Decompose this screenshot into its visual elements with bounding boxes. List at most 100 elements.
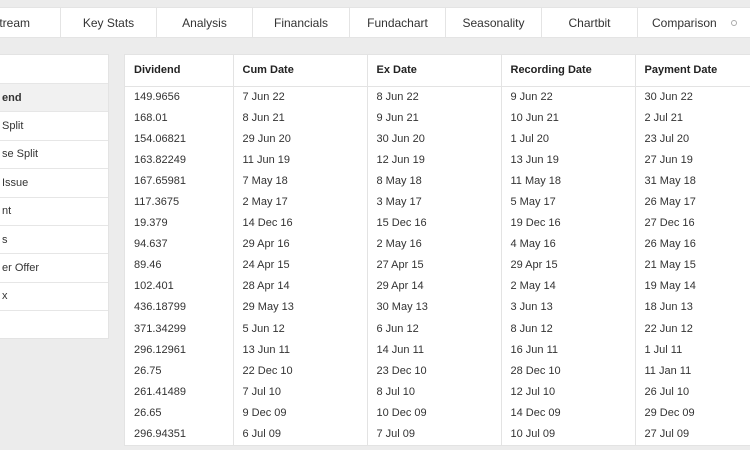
dividend-cell: 102.401	[125, 275, 234, 297]
recording-date-cell: 5 May 17	[501, 191, 636, 213]
cum-date-cell: 8 Jun 21	[233, 107, 368, 129]
cum-date-cell: 2 May 17	[233, 191, 368, 213]
recording-date-cell: 4 May 16	[501, 233, 636, 255]
dividend-cell: 436.18799	[125, 296, 234, 319]
table-row: 167.65981 7 May 18 8 May 18 11 May 18 31 May…	[125, 170, 750, 192]
cum-date-cell: 6 Jul 09	[233, 423, 368, 445]
column-header-dividend[interactable]: Dividend	[125, 55, 234, 87]
table-row: 117.3675 2 May 17 3 May 17 5 May 17 26 May 1…	[125, 191, 750, 213]
sidebar-item-warrants[interactable]: s	[0, 226, 108, 255]
tab-chartbit[interactable]: Chartbit	[542, 8, 638, 37]
sidebar-item-rights[interactable]: nt	[0, 198, 108, 226]
dividend-cell: 296.12961	[125, 339, 234, 361]
cum-date-cell: 29 May 13	[233, 296, 368, 319]
sidebar-item-tender-offer[interactable]: er Offer	[0, 254, 108, 283]
payment-date-cell: 18 Jun 13	[635, 296, 750, 319]
cum-date-cell: 7 May 18	[233, 170, 368, 192]
table-row: 261.41489 7 Jul 10 8 Jul 10 12 Jul 10 26 Jul…	[125, 381, 750, 403]
payment-date-cell: 31 May 18	[635, 170, 750, 192]
payment-date-cell: 27 Jul 09	[635, 423, 750, 445]
cum-date-cell: 5 Jun 12	[233, 318, 368, 340]
table-row: 163.82249 11 Jun 19 12 Jun 19 13 Jun 19 27 J…	[125, 149, 750, 171]
ex-date-cell: 27 Apr 15	[367, 254, 502, 276]
more-dot-icon[interactable]	[730, 19, 737, 26]
sidebar-item-blank[interactable]	[0, 311, 108, 338]
payment-date-cell: 26 May 17	[635, 191, 750, 213]
recording-date-cell: 11 May 18	[501, 170, 636, 192]
tab-key-stats[interactable]: Key Stats	[61, 8, 157, 37]
sidebar-item-stock-split[interactable]: Split	[0, 112, 108, 141]
payment-date-cell: 27 Dec 16	[635, 212, 750, 234]
tab-financials[interactable]: Financials	[253, 8, 350, 37]
cum-date-cell: 14 Dec 16	[233, 212, 368, 234]
tab-seasonality[interactable]: Seasonality	[446, 8, 542, 37]
ex-date-cell: 30 May 13	[367, 296, 502, 319]
column-header-ex-date[interactable]: Ex Date	[367, 55, 502, 87]
dividend-cell: 261.41489	[125, 381, 234, 403]
recording-date-cell: 13 Jun 19	[501, 149, 636, 171]
cum-date-cell: 28 Apr 14	[233, 275, 368, 297]
recording-date-cell: 2 May 14	[501, 275, 636, 297]
recording-date-cell: 10 Jun 21	[501, 107, 636, 129]
dividend-cell: 149.9656	[125, 86, 234, 108]
payment-date-cell: 29 Dec 09	[635, 402, 750, 424]
dividend-cell: 117.3675	[125, 191, 234, 213]
payment-date-cell: 26 Jul 10	[635, 381, 750, 403]
dividend-cell: 154.06821	[125, 128, 234, 150]
payment-date-cell: 21 May 15	[635, 254, 750, 276]
recording-date-cell: 1 Jul 20	[501, 128, 636, 150]
tab-analysis[interactable]: Analysis	[157, 8, 253, 37]
ex-date-cell: 8 Jun 22	[367, 86, 502, 108]
ex-date-cell: 15 Dec 16	[367, 212, 502, 234]
cum-date-cell: 29 Apr 16	[233, 233, 368, 255]
tab-fundachart[interactable]: Fundachart	[350, 8, 446, 37]
table-body: 149.9656 7 Jun 22 8 Jun 22 9 Jun 22 30 Jun 2…	[125, 86, 750, 445]
cum-date-cell: 22 Dec 10	[233, 360, 368, 382]
table-row: 168.01 8 Jun 21 9 Jun 21 10 Jun 21 2 Jul 21	[125, 107, 750, 129]
table-row: 149.9656 7 Jun 22 8 Jun 22 9 Jun 22 30 Jun 2…	[125, 86, 750, 108]
dividend-cell: 167.65981	[125, 170, 234, 192]
sidebar-item-bonus-issue[interactable]: Issue	[0, 169, 108, 198]
dividend-cell: 19.379	[125, 212, 234, 234]
sidebar-item-ipo[interactable]: x	[0, 283, 108, 312]
dividend-cell: 94.637	[125, 233, 234, 255]
tab-comparison[interactable]: Comparison	[638, 8, 750, 37]
ex-date-cell: 29 Apr 14	[367, 275, 502, 297]
column-header-recording-date[interactable]: Recording Date	[501, 55, 636, 87]
sidebar-item-dividend[interactable]: end	[0, 84, 108, 113]
cum-date-cell: 24 Apr 15	[233, 254, 368, 276]
recording-date-cell: 8 Jun 12	[501, 318, 636, 340]
column-header-payment-date[interactable]: Payment Date	[635, 55, 750, 87]
table-row: 436.18799 29 May 13 30 May 13 3 Jun 13 18 Ju…	[125, 296, 750, 319]
ex-date-cell: 10 Dec 09	[367, 402, 502, 424]
ex-date-cell: 3 May 17	[367, 191, 502, 213]
tab-stream[interactable]: Stream	[0, 8, 61, 37]
dividend-cell: 26.65	[125, 402, 234, 424]
cum-date-cell: 13 Jun 11	[233, 339, 368, 361]
ex-date-cell: 6 Jun 12	[367, 318, 502, 340]
ex-date-cell: 8 Jul 10	[367, 381, 502, 403]
payment-date-cell: 11 Jan 11	[635, 360, 750, 382]
table-row: 94.637 29 Apr 16 2 May 16 4 May 16 26 May 16	[125, 233, 750, 255]
ex-date-cell: 14 Jun 11	[367, 339, 502, 361]
cum-date-cell: 9 Dec 09	[233, 402, 368, 424]
recording-date-cell: 10 Jul 09	[501, 423, 636, 445]
ex-date-cell: 9 Jun 21	[367, 107, 502, 129]
dividend-cell: 296.94351	[125, 423, 234, 445]
dividend-cell: 26.75	[125, 360, 234, 382]
dividend-table: Dividend Cum Date Ex Date Recording Date…	[125, 55, 750, 445]
dividend-cell: 371.34299	[125, 318, 234, 340]
dividend-cell: 168.01	[125, 107, 234, 129]
cum-date-cell: 11 Jun 19	[233, 149, 368, 171]
recording-date-cell: 16 Jun 11	[501, 339, 636, 361]
payment-date-cell: 22 Jun 12	[635, 318, 750, 340]
recording-date-cell: 12 Jul 10	[501, 381, 636, 403]
corporate-action-sidebar: end Split se Split Issue nt s er Offer x	[0, 54, 109, 339]
sidebar-item-reverse-split[interactable]: se Split	[0, 141, 108, 170]
table-row: 296.94351 6 Jul 09 7 Jul 09 10 Jul 09 27 Jul…	[125, 423, 750, 445]
recording-date-cell: 28 Dec 10	[501, 360, 636, 382]
ex-date-cell: 23 Dec 10	[367, 360, 502, 382]
dividend-cell: 163.82249	[125, 149, 234, 171]
payment-date-cell: 23 Jul 20	[635, 128, 750, 150]
column-header-cum-date[interactable]: Cum Date	[233, 55, 368, 87]
